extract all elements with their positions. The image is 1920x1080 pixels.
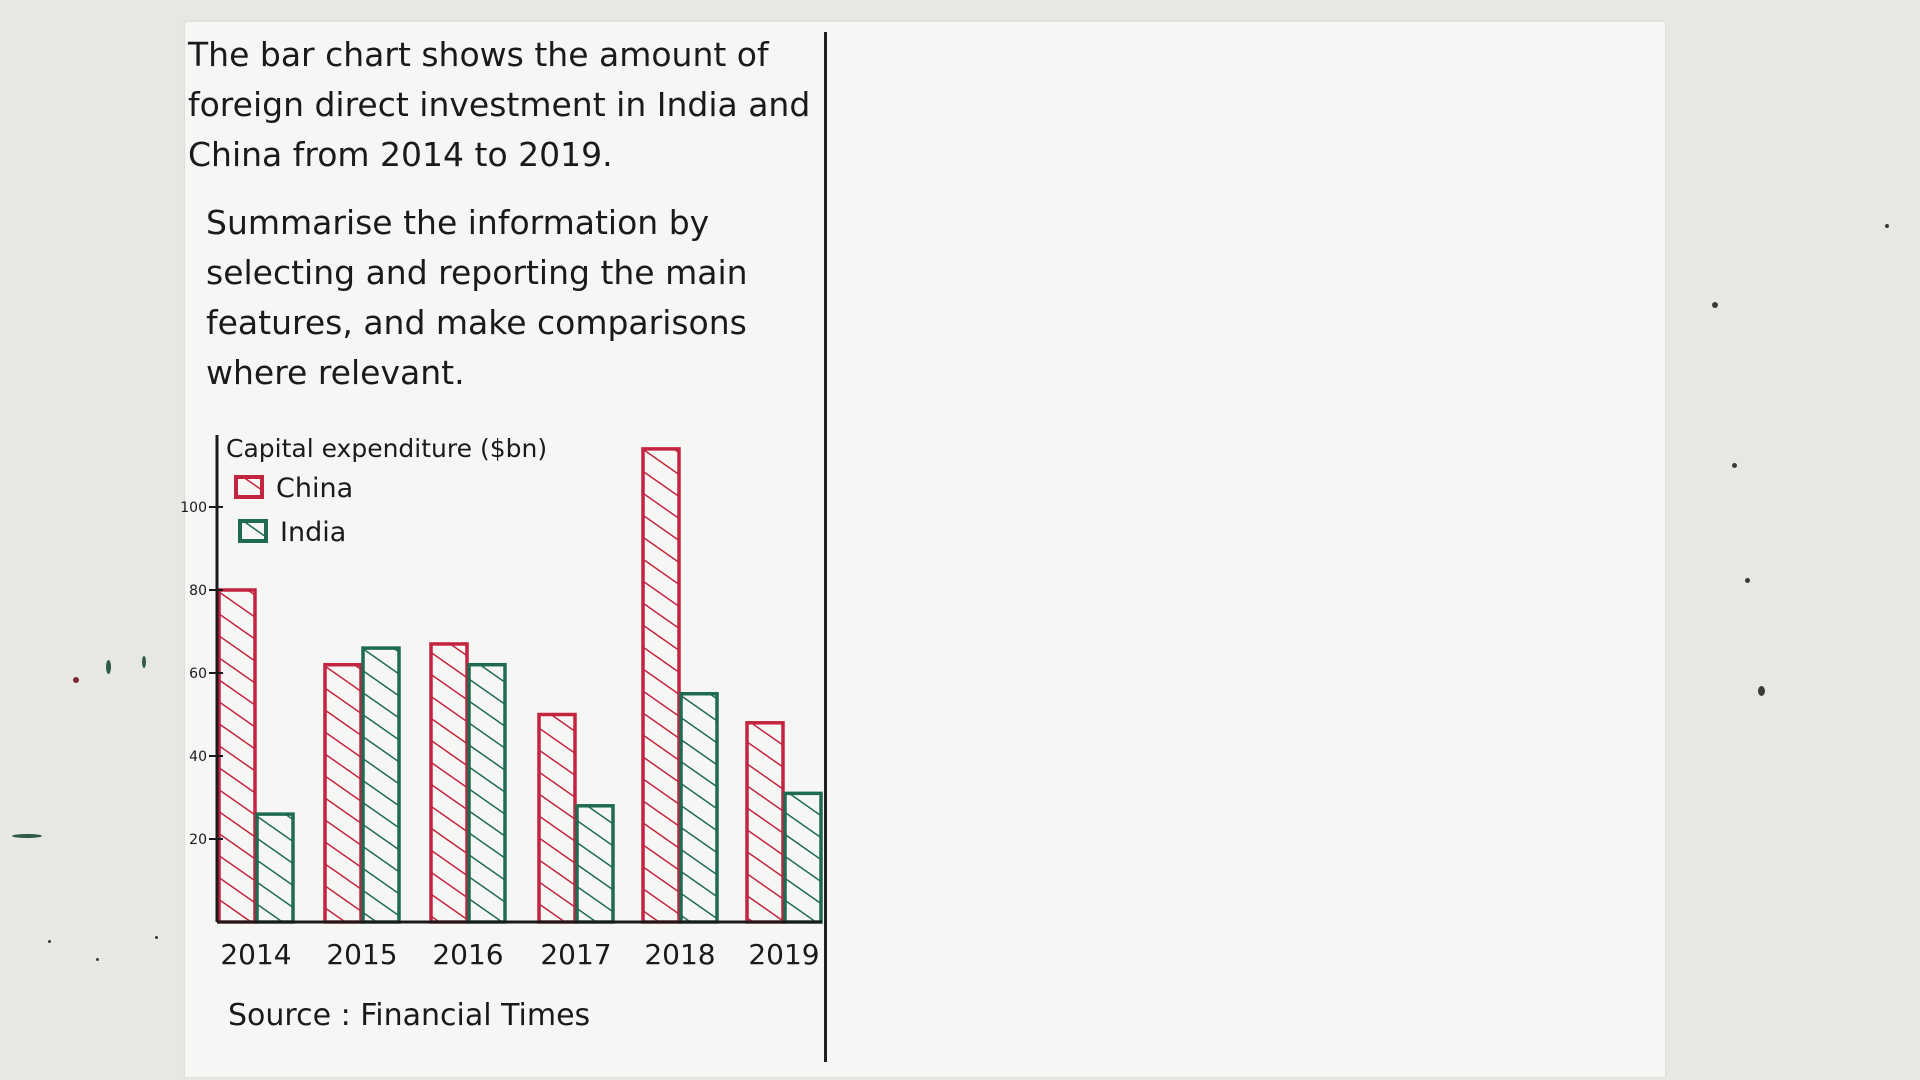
- bar-india-2018: [679, 692, 719, 924]
- wall-speck: [73, 677, 79, 683]
- x-tick-label: 2014: [220, 938, 291, 971]
- bar-india-2015: [361, 646, 401, 924]
- bar-india-2017: [575, 804, 615, 924]
- chart-source: Source : Financial Times: [228, 998, 591, 1033]
- prompt-task: Summarise the information by selecting a…: [206, 203, 748, 392]
- bar-china-2017: [537, 712, 577, 924]
- bar-china-2019: [745, 721, 785, 924]
- bar-china-2015: [323, 662, 363, 924]
- wall-speck: [48, 940, 51, 943]
- wall-speck: [12, 834, 42, 838]
- wall-speck: [1745, 578, 1750, 583]
- chart-title: Capital expenditure ($bn): [226, 434, 547, 463]
- bar-india-2016: [467, 662, 507, 924]
- wall-speck: [1712, 302, 1718, 308]
- x-tick-label: 2018: [644, 938, 715, 971]
- wall-speck: [1885, 224, 1889, 228]
- x-ticks: 2014 2015 2016 2017 2018 2019: [220, 938, 819, 971]
- y-tick-label: 40: [189, 749, 207, 765]
- prompt-intro: The bar chart shows the amount of foreig…: [188, 35, 811, 174]
- wall-speck: [106, 660, 111, 674]
- legend-label-china: China: [276, 473, 353, 504]
- bar-china-2018: [641, 447, 681, 924]
- legend-label-india: India: [280, 517, 346, 548]
- bar-china-2014: [217, 588, 257, 924]
- legend: China India: [234, 473, 353, 548]
- x-tick-label: 2017: [540, 938, 611, 971]
- y-ticks: 20 40 60 80 100: [180, 500, 223, 848]
- legend-swatch-china: [234, 475, 264, 499]
- bar-india-2019: [783, 791, 823, 924]
- y-tick-label: 20: [189, 832, 207, 848]
- bar-china-2016: [429, 642, 469, 924]
- bar-india-2014: [255, 812, 295, 924]
- y-tick-label: 100: [180, 500, 207, 516]
- wall-speck: [142, 656, 146, 668]
- task-prompt: The bar chart shows the amount of foreig…: [188, 30, 828, 398]
- x-tick-label: 2019: [748, 938, 819, 971]
- wall-speck: [155, 936, 158, 939]
- bars-group: [217, 447, 823, 924]
- legend-swatch-india: [238, 519, 268, 543]
- page-divider: [824, 32, 827, 1062]
- x-tick-label: 2015: [326, 938, 397, 971]
- wall-speck: [96, 958, 99, 961]
- y-tick-label: 80: [189, 583, 207, 599]
- wall-speck: [1758, 686, 1765, 696]
- x-tick-label: 2016: [432, 938, 503, 971]
- wall-speck: [1732, 463, 1737, 468]
- y-tick-label: 60: [189, 666, 207, 682]
